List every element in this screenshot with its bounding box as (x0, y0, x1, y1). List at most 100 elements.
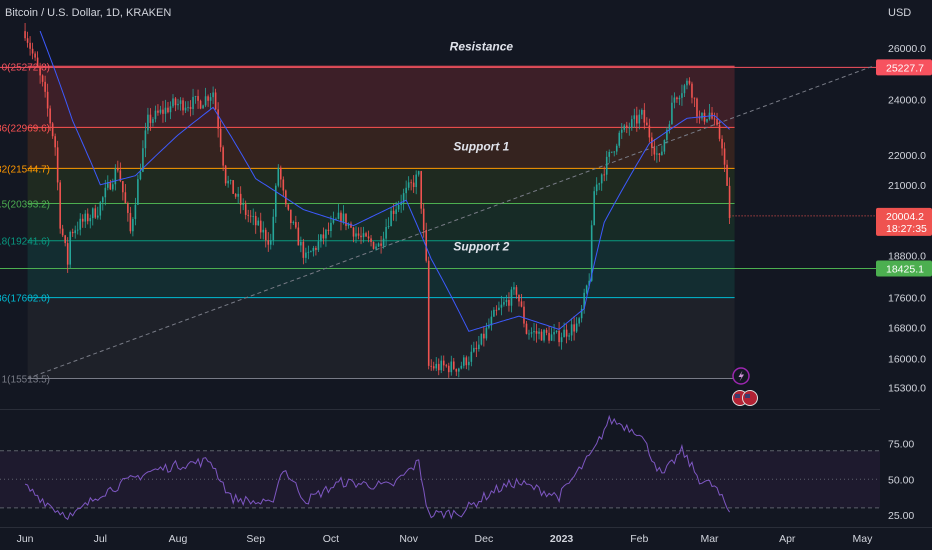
fib-zone (27, 203, 735, 241)
candle-body (217, 109, 219, 129)
candle-body (463, 357, 465, 366)
candle-body (563, 329, 565, 338)
price-tick-label: 17600.0 (888, 293, 926, 305)
candle-body (64, 235, 66, 244)
candle-body (227, 180, 229, 184)
candle-body (425, 229, 428, 261)
candle-body (149, 114, 152, 123)
candle-body (658, 153, 661, 156)
candle-body (465, 357, 468, 366)
candle-body (295, 222, 297, 228)
candle-body (530, 332, 533, 334)
candle-body (104, 187, 107, 198)
candle-body (570, 324, 573, 336)
candle-body (628, 127, 631, 129)
symbol-title[interactable]: Bitcoin / U.S. Dollar, 1D, KRAKEN (5, 7, 171, 19)
candle-body (209, 97, 212, 101)
candle-body (523, 306, 525, 324)
candle-body (608, 151, 611, 157)
time-tick-label: Mar (700, 533, 719, 545)
candle-body (187, 106, 189, 108)
candle-body (630, 119, 633, 128)
candle-body (713, 118, 716, 120)
time-axis[interactable]: Jun Jul Aug Sep Oct Nov Dec 2023 Feb Mar Apr May (0, 527, 932, 546)
candle-body (590, 225, 593, 281)
candle-body (239, 193, 242, 205)
candle-body (342, 213, 345, 222)
price-tag-box (876, 207, 932, 236)
candle-body (555, 330, 558, 333)
price-tick-label: 21000.0 (888, 180, 926, 192)
time-tick-label: Jun (17, 533, 34, 545)
candle-body (390, 210, 392, 227)
candle-body (86, 213, 89, 222)
time-tick-label: Jul (94, 533, 107, 545)
annotation-label: Support 1 (453, 140, 509, 154)
candle-body (615, 145, 618, 152)
candle-body (119, 170, 122, 182)
candle-body (520, 301, 523, 307)
candle-body (212, 92, 214, 98)
candle-body (452, 361, 455, 369)
candle-body (144, 130, 147, 149)
fib-level-label: 0.382(21544.7) (0, 164, 50, 175)
candle-body (297, 227, 300, 246)
candle-body (179, 100, 182, 104)
candle-body (580, 308, 583, 319)
candle-body (310, 251, 312, 253)
horizontal-lines[interactable] (0, 66, 880, 269)
candle-body (508, 299, 510, 306)
candle-body (716, 119, 718, 125)
trendline[interactable] (27, 65, 873, 379)
candle-body (535, 331, 538, 334)
candle-body (538, 331, 540, 334)
candle-body (69, 231, 71, 265)
candle-body (405, 187, 407, 194)
candle-body (264, 229, 267, 241)
candle-body (292, 222, 295, 224)
candle-body (475, 347, 478, 350)
fib-level-label: 0(25272.8) (2, 62, 50, 73)
fib-level-label: 0.786(17602.0) (0, 294, 50, 305)
candle-body (598, 183, 601, 185)
candle-body (99, 202, 102, 216)
candle-body (525, 323, 528, 334)
candle-body (322, 234, 325, 239)
annotations[interactable]: Resistance Support 1 Support 2 (450, 40, 514, 254)
candle-body (300, 241, 302, 246)
candle-body (585, 285, 588, 293)
candle-body (147, 114, 149, 131)
price-tag-box (876, 59, 932, 76)
candle-body (182, 100, 184, 111)
candle-body (44, 81, 46, 92)
event-markers[interactable] (732, 367, 758, 406)
candle-body (703, 112, 706, 122)
candle-body (257, 220, 260, 226)
candle-body (681, 93, 683, 98)
candle-body (34, 53, 36, 58)
price-tag-box (876, 260, 932, 277)
candle-body (335, 218, 337, 220)
candle-body (169, 106, 172, 113)
candle-body (701, 112, 703, 119)
candle-body (222, 147, 224, 166)
annotation-label: Resistance (450, 40, 514, 54)
time-tick-label: May (853, 533, 874, 545)
price-tick-label: 16000.0 (888, 354, 926, 366)
candle-body (372, 241, 375, 249)
candle-body (184, 107, 187, 111)
candle-body (41, 75, 44, 82)
candle-body (332, 219, 335, 223)
candle-body (483, 333, 485, 339)
candle-body (51, 123, 54, 137)
candle-body (706, 119, 708, 122)
candle-body (26, 38, 29, 43)
candle-body (593, 191, 595, 226)
candle-body (177, 103, 179, 106)
candles (24, 22, 731, 378)
rsi-pane[interactable]: 75.00 50.00 25.00 (0, 414, 914, 522)
candle-body (623, 125, 626, 130)
candle-body (46, 91, 49, 109)
candle-body (237, 193, 239, 197)
